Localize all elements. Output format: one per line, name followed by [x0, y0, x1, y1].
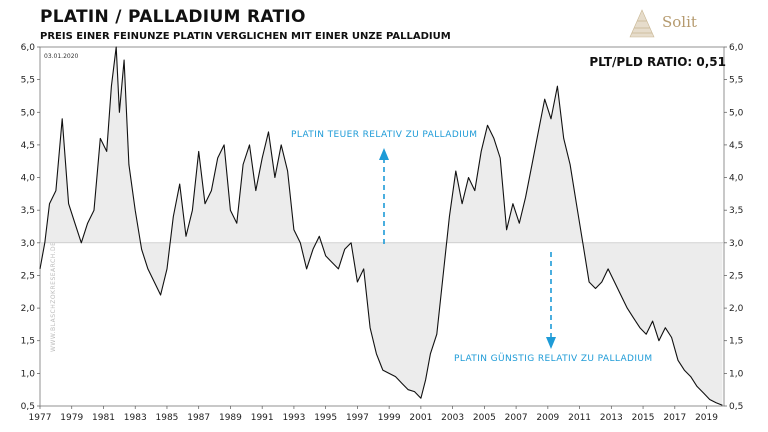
x-tick-label: 2019: [695, 413, 718, 423]
x-tick-label: 1987: [187, 413, 210, 423]
y-tick-label-right: 5,0: [729, 108, 744, 118]
y-tick-label-right: 2,5: [729, 271, 743, 281]
y-tick-label-right: 3,0: [729, 239, 744, 249]
y-tick-label-left: 4,5: [21, 141, 35, 151]
x-tick-label: 2011: [568, 413, 591, 423]
y-tick-label-right: 4,0: [729, 174, 744, 184]
y-tick-label-right: 4,5: [729, 141, 743, 151]
x-tick-label: 1977: [29, 413, 52, 423]
ratio-label: PLT/PLD RATIO: 0,51: [589, 55, 726, 69]
y-tick-label-left: 3,0: [21, 239, 36, 249]
deviation-fill-area: [40, 47, 723, 406]
x-tick-label: 2005: [473, 413, 496, 423]
y-tick-label-left: 2,0: [21, 304, 36, 314]
date-label: 03.01.2020: [44, 53, 79, 60]
annotation-lower: PLATIN GÜNSTIG RELATIV ZU PALLADIUM: [454, 354, 653, 364]
x-tick-label: 2013: [600, 413, 623, 423]
y-tick-label-left: 4,0: [21, 174, 36, 184]
arrow-up-head-icon: [379, 148, 389, 160]
y-tick-label-left: 2,5: [21, 271, 35, 281]
brand-name: Solit: [662, 13, 697, 31]
x-tick-label: 2015: [632, 413, 655, 423]
x-tick-label: 1997: [346, 413, 369, 423]
x-tick-label: 1991: [251, 413, 274, 423]
annotation-upper: PLATIN TEUER RELATIV ZU PALLADIUM: [291, 130, 478, 140]
solit-logo-icon: [629, 9, 655, 38]
x-tick-label: 1981: [92, 413, 115, 423]
y-tick-label-left: 5,0: [21, 108, 36, 118]
x-tick-label: 1989: [219, 413, 242, 423]
y-axis-right: 0,5 1,0 1,5 2,0 2,5 3,0 3,5 4,0 4,5 5,0 5,5 6,0: [724, 43, 744, 412]
x-tick-label: 2017: [663, 413, 686, 423]
y-axis-left: 0,5 1,0 1,5 2,0 2,5 3,0 3,5 4,0 4,5 5,0 5,5 6,0: [21, 43, 40, 412]
y-tick-label-right: 3,5: [729, 206, 743, 216]
y-tick-label-left: 0,5: [21, 402, 35, 412]
x-tick-label: 1985: [156, 413, 179, 423]
watermark-text: WWW.BLASCHZOKRESEARCH.DE: [50, 241, 57, 352]
chart-title: PLATIN / PALLADIUM RATIO: [40, 7, 306, 27]
y-tick-label-left: 5,5: [21, 76, 35, 86]
y-tick-label-left: 1,5: [21, 337, 35, 347]
x-tick-label: 2007: [505, 413, 528, 423]
y-tick-label-left: 3,5: [21, 206, 35, 216]
x-tick-label: 1983: [124, 413, 147, 423]
chart-subtitle: PREIS EINER FEINUNZE PLATIN VERGLICHEN M…: [40, 31, 451, 42]
y-tick-label-left: 1,0: [21, 369, 36, 379]
ratio-series-line: [39, 46, 723, 406]
plot-area-frame: [39, 46, 725, 407]
x-axis: 1977 1979 1981 1983 1985 1987 1989 1991 1993 1995…: [29, 406, 718, 423]
y-tick-label-right: 1,5: [729, 337, 743, 347]
y-tick-label-right: 2,0: [729, 304, 744, 314]
y-tick-label-right: 0,5: [729, 402, 743, 412]
y-tick-label-right: 5,5: [729, 76, 743, 86]
x-tick-label: 1993: [282, 413, 305, 423]
x-tick-label: 2009: [536, 413, 559, 423]
y-tick-label-right: 1,0: [729, 369, 744, 379]
y-tick-label-left: 6,0: [21, 43, 36, 53]
x-tick-label: 1999: [378, 413, 401, 423]
arrow-down-head-icon: [546, 337, 556, 349]
y-tick-label-right: 6,0: [729, 43, 744, 53]
x-tick-label: 1979: [60, 413, 83, 423]
x-tick-label: 2003: [441, 413, 464, 423]
x-tick-label: 1995: [314, 413, 337, 423]
x-tick-label: 2001: [409, 413, 432, 423]
